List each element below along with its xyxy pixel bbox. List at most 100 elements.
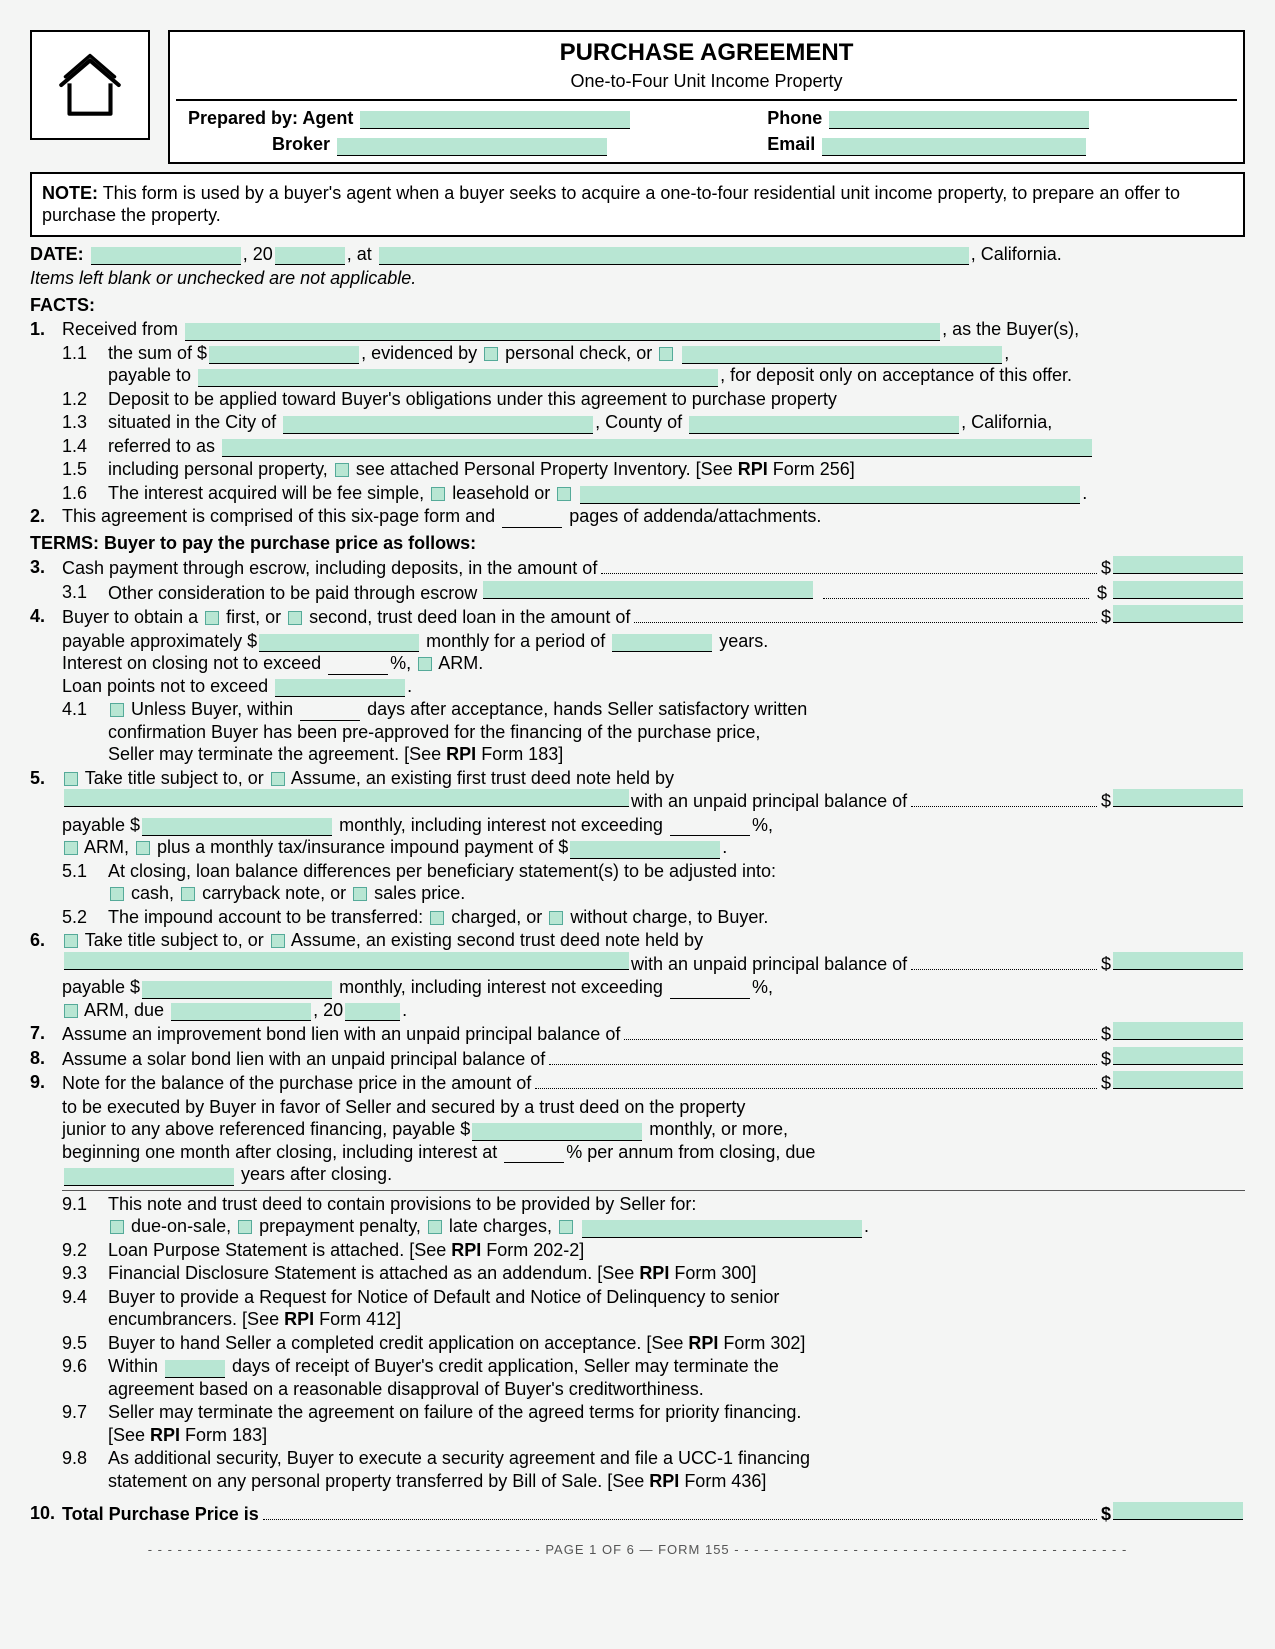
monthly-6-field[interactable] bbox=[142, 981, 332, 999]
take-title-5-checkbox[interactable] bbox=[64, 772, 78, 786]
due-year-6-field[interactable] bbox=[345, 1003, 400, 1021]
balance-5-field[interactable] bbox=[1113, 789, 1243, 807]
junior-monthly-field[interactable] bbox=[472, 1123, 642, 1141]
s9-2a: Loan Purpose Statement is attached. [See bbox=[108, 1240, 451, 1260]
total-price-field[interactable] bbox=[1113, 1502, 1243, 1520]
loan-amount-field[interactable] bbox=[1113, 605, 1243, 623]
sum-field[interactable] bbox=[209, 346, 359, 364]
assume-5-checkbox[interactable] bbox=[271, 772, 285, 786]
interest-6-field[interactable] bbox=[670, 983, 750, 999]
other-consideration-field[interactable] bbox=[483, 581, 813, 599]
impound-5-field[interactable] bbox=[570, 841, 720, 859]
arm-checkbox[interactable] bbox=[418, 657, 432, 671]
phone-field[interactable] bbox=[829, 111, 1089, 129]
s3-text: Cash payment through escrow, including d… bbox=[62, 557, 597, 580]
receipt-days-field[interactable] bbox=[165, 1360, 225, 1378]
monthly-5-field[interactable] bbox=[142, 818, 332, 836]
s9-1-tail: . bbox=[864, 1216, 869, 1236]
s9-3a: Financial Disclosure Statement is attach… bbox=[108, 1263, 639, 1283]
s6-pay-a: payable $ bbox=[62, 977, 140, 997]
s9-5-rpi: RPI bbox=[688, 1333, 718, 1353]
cash-checkbox[interactable] bbox=[110, 887, 124, 901]
due-on-sale-checkbox[interactable] bbox=[110, 1220, 124, 1234]
late-charges-checkbox[interactable] bbox=[428, 1220, 442, 1234]
junior-interest-field[interactable] bbox=[504, 1147, 564, 1163]
personal-property-checkbox[interactable] bbox=[335, 463, 349, 477]
year-field[interactable] bbox=[275, 247, 345, 265]
other-evidence-checkbox[interactable] bbox=[659, 347, 673, 361]
other-provision-field[interactable] bbox=[582, 1220, 862, 1238]
s1-1c: personal check, or bbox=[505, 343, 652, 363]
s9-4c: Form 412] bbox=[314, 1309, 401, 1329]
num-1-2: 1.2 bbox=[62, 388, 108, 411]
payable-to-field[interactable] bbox=[198, 369, 718, 387]
prepared-by-label: Prepared by: Agent bbox=[188, 107, 353, 130]
terms-label: TERMS: Buyer to pay the purchase price a… bbox=[30, 532, 1245, 555]
dots bbox=[823, 587, 1089, 599]
pages-field[interactable] bbox=[502, 512, 562, 528]
num-4-1: 4.1 bbox=[62, 698, 108, 721]
buyer-name-field[interactable] bbox=[185, 323, 940, 341]
city-field[interactable] bbox=[283, 416, 593, 434]
second-td-checkbox[interactable] bbox=[288, 611, 302, 625]
arm-5-checkbox[interactable] bbox=[64, 841, 78, 855]
s1-5-rpi: RPI bbox=[738, 459, 768, 479]
num-9-3: 9.3 bbox=[62, 1262, 108, 1285]
period-field[interactable] bbox=[612, 634, 712, 652]
other-amount-field[interactable] bbox=[1113, 581, 1243, 599]
date-field[interactable] bbox=[91, 247, 241, 265]
sales-price-checkbox[interactable] bbox=[353, 887, 367, 901]
bond-7-field[interactable] bbox=[1113, 1022, 1243, 1040]
s9-5a: Buyer to hand Seller a completed credit … bbox=[108, 1333, 688, 1353]
s6-arm-b: , 20 bbox=[313, 1000, 343, 1020]
s9-7-rpi: RPI bbox=[150, 1425, 180, 1445]
s9-8c: Form 436] bbox=[679, 1471, 766, 1491]
impound-5-checkbox[interactable] bbox=[136, 841, 150, 855]
other-interest-field[interactable] bbox=[580, 486, 1080, 504]
charged-checkbox[interactable] bbox=[430, 911, 444, 925]
s5-dollar: $ bbox=[1101, 790, 1111, 813]
other-interest-checkbox[interactable] bbox=[557, 487, 571, 501]
county-field[interactable] bbox=[689, 416, 959, 434]
years-after-field[interactable] bbox=[64, 1168, 234, 1186]
s5-pay-a: payable $ bbox=[62, 815, 140, 835]
date-at: , at bbox=[347, 244, 372, 264]
email-field[interactable] bbox=[822, 138, 1086, 156]
bond-8-field[interactable] bbox=[1113, 1047, 1243, 1065]
carryback-checkbox[interactable] bbox=[181, 887, 195, 901]
cash-amount-field[interactable] bbox=[1113, 556, 1243, 574]
interest-field[interactable] bbox=[328, 659, 388, 675]
s2a: This agreement is comprised of this six-… bbox=[62, 506, 500, 526]
agent-field[interactable] bbox=[360, 111, 630, 129]
interest-5-field[interactable] bbox=[670, 820, 750, 836]
holder-5-field[interactable] bbox=[64, 789, 629, 807]
unless-buyer-checkbox[interactable] bbox=[110, 703, 124, 717]
location-field[interactable] bbox=[379, 247, 969, 265]
note-9-field[interactable] bbox=[1113, 1071, 1243, 1089]
balance-6-field[interactable] bbox=[1113, 952, 1243, 970]
num-1-5: 1.5 bbox=[62, 458, 108, 481]
prepayment-checkbox[interactable] bbox=[238, 1220, 252, 1234]
num-1-1: 1.1 bbox=[62, 342, 108, 365]
arm-6-checkbox[interactable] bbox=[64, 1004, 78, 1018]
leasehold-checkbox[interactable] bbox=[431, 487, 445, 501]
holder-6-field[interactable] bbox=[64, 952, 629, 970]
other-evidence-field[interactable] bbox=[682, 346, 1002, 364]
referred-to-field[interactable] bbox=[222, 439, 1092, 457]
s5-1d: sales price. bbox=[374, 883, 465, 903]
s1-5c: Form 256] bbox=[768, 459, 855, 479]
days-field[interactable] bbox=[300, 705, 360, 721]
s9-1d: late charges, bbox=[449, 1216, 552, 1236]
first-td-checkbox[interactable] bbox=[205, 611, 219, 625]
without-charge-checkbox[interactable] bbox=[549, 911, 563, 925]
take-title-6-checkbox[interactable] bbox=[64, 934, 78, 948]
points-field[interactable] bbox=[275, 679, 405, 697]
other-provision-checkbox[interactable] bbox=[559, 1220, 573, 1234]
s9-l3b: % per annum from closing, due bbox=[566, 1142, 815, 1162]
monthly-payment-field[interactable] bbox=[259, 634, 419, 652]
due-6-field[interactable] bbox=[171, 1003, 311, 1021]
broker-field[interactable] bbox=[337, 138, 607, 156]
assume-6-checkbox[interactable] bbox=[271, 934, 285, 948]
num-9-4: 9.4 bbox=[62, 1286, 108, 1309]
personal-check-checkbox[interactable] bbox=[484, 347, 498, 361]
